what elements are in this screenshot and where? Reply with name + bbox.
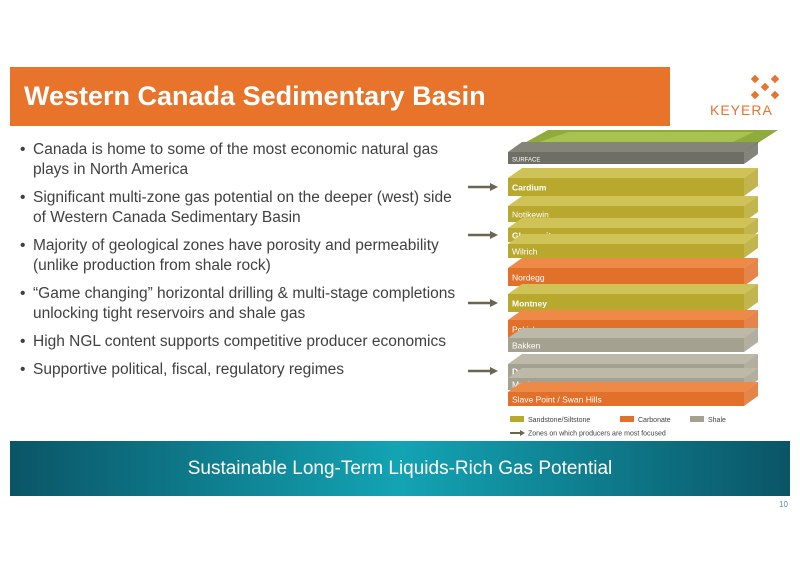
slide-title: Western Canada Sedimentary Basin [24, 81, 486, 111]
layer-top [508, 354, 758, 364]
title-bar: Western Canada Sedimentary Basin KEYERA [10, 67, 790, 126]
bullet-item: • Majority of geological zones have poros… [20, 237, 439, 274]
layer-side [744, 382, 758, 406]
focus-arrow-icon [490, 183, 498, 191]
layer-front [508, 178, 744, 196]
layer-top [508, 196, 758, 206]
layer-side [744, 234, 758, 258]
bullet-item: • High NGL content supports competitive p… [20, 333, 446, 350]
layer-top [508, 168, 758, 178]
strata-diagram: SURFACECardiumNotikewinGlauconiteWilrich… [468, 130, 778, 438]
bullet-item: • “Game changing” horizontal drilling & m… [20, 285, 456, 322]
layer-top [508, 218, 758, 228]
layer-label: Cardium [512, 183, 547, 193]
logo-wordmark: KEYERA [710, 102, 773, 118]
bullet-list: • Canada is home to some of the most econ… [18, 140, 458, 388]
keyera-logo: KEYERA [670, 67, 790, 126]
layer-top [508, 284, 758, 294]
layer-label: Montney [512, 299, 547, 309]
legend-arrow-icon [520, 430, 525, 436]
layer-side [744, 284, 758, 312]
legend-label-shale: Shale [708, 417, 726, 424]
layer-side [744, 328, 758, 352]
focus-arrow-icon [490, 367, 498, 375]
layer-top [508, 258, 758, 268]
bullet-item: • Canada is home to some of the most econ… [20, 141, 438, 178]
layer-label: Bakken [512, 341, 541, 351]
layer-label: Slave Point / Swan Hills [512, 395, 602, 405]
layer-front [508, 244, 744, 258]
layer-top [508, 310, 758, 320]
layer-top [508, 234, 758, 244]
legend-label-sandstone: Sandstone/Siltstone [528, 417, 590, 424]
layer-label: Notikewin [512, 210, 549, 220]
layer-top [508, 142, 758, 152]
layer-side [744, 168, 758, 196]
layer-top [508, 368, 758, 378]
bullet-item: • Significant multi-zone gas potential on… [20, 189, 452, 226]
layer-front [508, 294, 744, 312]
summary-banner: Sustainable Long-Term Liquids-Rich Gas P… [10, 441, 790, 496]
layer-front [508, 392, 744, 406]
logo-mark-icon [750, 74, 780, 100]
bullet-item: • Supportive political, fiscal, regulator… [20, 361, 344, 378]
legend-swatch-shale [690, 416, 704, 422]
layer-side [744, 196, 758, 222]
banner-text: Sustainable Long-Term Liquids-Rich Gas P… [187, 457, 613, 479]
layer-side [744, 142, 758, 164]
layer-front [508, 268, 744, 286]
layer-front [508, 338, 744, 352]
layer-label: Wilrich [512, 247, 538, 257]
legend-label-carbonate: Carbonate [638, 417, 671, 424]
layer-label: Nordegg [512, 273, 545, 283]
legend-arrow-label: Zones on which producers are most focuse… [528, 431, 666, 438]
page-number: 10 [779, 500, 788, 509]
layer-front [508, 152, 744, 164]
layer-top [508, 328, 758, 338]
legend-swatch-carbonate [620, 416, 634, 422]
layer-top [508, 382, 758, 392]
layer-side [744, 258, 758, 286]
layer-label: SURFACE [512, 158, 540, 164]
focus-arrow-icon [490, 299, 498, 307]
focus-arrow-icon [490, 231, 498, 239]
legend-swatch-sandstone [510, 416, 524, 422]
